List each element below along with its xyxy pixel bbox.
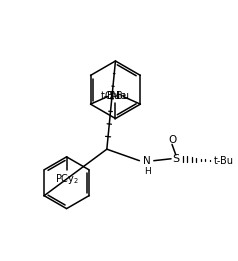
Text: t-Bu: t-Bu	[110, 91, 130, 102]
Text: N: N	[143, 156, 151, 166]
Text: OMe: OMe	[104, 91, 127, 101]
Text: t-Bu: t-Bu	[214, 156, 234, 166]
Text: t-Bu: t-Bu	[101, 91, 121, 102]
Text: H: H	[144, 167, 150, 176]
Text: O: O	[168, 135, 176, 145]
Text: PCy$_2$: PCy$_2$	[55, 172, 79, 186]
Text: S: S	[172, 154, 179, 164]
